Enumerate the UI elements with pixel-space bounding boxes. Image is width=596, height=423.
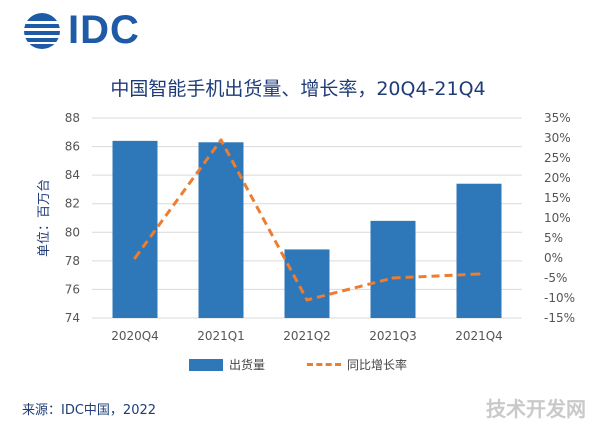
bar-line-chart: 74 76 78 80 82 84 86 88 -15% -10% -5% 0% 5% 10% 15% 20%… xyxy=(37,111,575,343)
chart-title: 中国智能手机出货量、增长率，20Q4-21Q4 xyxy=(110,78,486,100)
bar xyxy=(370,220,416,318)
bar xyxy=(284,249,330,318)
y2-tick-label: -15% xyxy=(544,311,575,325)
y2-tick-label: 15% xyxy=(544,191,571,205)
bar xyxy=(112,140,158,318)
idc-logo: IDC xyxy=(22,8,140,53)
legend-item-shipments: 出货量 xyxy=(188,356,265,373)
y2-tick-label: 10% xyxy=(544,211,571,225)
legend-label-shipments: 出货量 xyxy=(228,358,265,372)
y2-tick-label: 25% xyxy=(544,151,571,165)
watermark: 技术开发网 xyxy=(486,397,586,421)
y-tick-label: 78 xyxy=(65,254,80,268)
growth-point xyxy=(219,138,223,142)
y2-tick-label: 30% xyxy=(544,131,571,145)
y-tick-label: 76 xyxy=(65,282,80,296)
chart-legend: 出货量 同比增长率 xyxy=(0,356,596,373)
x-tick-label: 2021Q4 xyxy=(455,329,503,343)
y-tick-label: 88 xyxy=(65,111,80,125)
y2-tick-label: -5% xyxy=(544,271,567,285)
logo-text: IDC xyxy=(68,8,140,52)
legend-bar-swatch xyxy=(188,358,223,371)
x-tick-label: 2021Q1 xyxy=(197,329,245,343)
x-tick-label: 2021Q3 xyxy=(369,329,417,343)
source-note: 来源：IDC中国，2022 xyxy=(22,403,157,418)
y2-tick-label: -10% xyxy=(544,291,575,305)
y2-tick-label: 35% xyxy=(544,111,571,125)
legend-item-growth: 同比增长率 xyxy=(307,356,407,373)
legend-label-growth: 同比增长率 xyxy=(347,358,408,372)
x-tick-label: 2021Q2 xyxy=(283,329,331,343)
bar xyxy=(198,142,244,318)
globe-icon xyxy=(24,12,60,49)
y-tick-label: 82 xyxy=(65,197,80,211)
y-tick-label: 86 xyxy=(65,140,80,154)
y-axis-label: 单位：百万台 xyxy=(37,179,52,257)
y-tick-label: 80 xyxy=(65,225,80,239)
growth-point xyxy=(477,272,481,276)
growth-point xyxy=(133,256,137,260)
x-tick-label: 2020Q4 xyxy=(111,329,159,343)
y2-tick-label: 0% xyxy=(544,251,563,265)
growth-point xyxy=(391,276,395,280)
y-tick-label: 74 xyxy=(65,311,80,325)
bar xyxy=(456,183,502,318)
legend-line-swatch xyxy=(307,363,341,366)
y-tick-label: 84 xyxy=(65,168,80,182)
y2-tick-label: 5% xyxy=(544,231,563,245)
growth-point xyxy=(305,298,309,302)
y2-tick-label: 20% xyxy=(544,171,571,185)
